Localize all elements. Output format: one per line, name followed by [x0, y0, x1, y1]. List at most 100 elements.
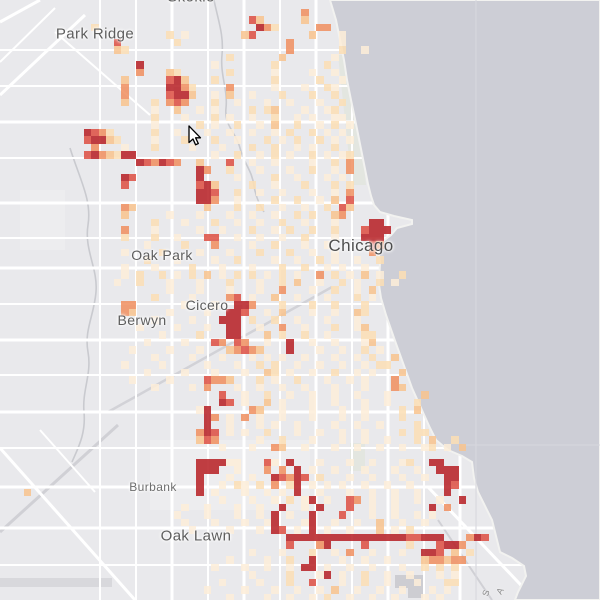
heat-cell [263, 398, 272, 407]
heat-cell [211, 196, 219, 204]
heat-cell [166, 346, 174, 354]
heat-cell [406, 533, 414, 542]
heat-cell [301, 203, 309, 212]
heat-cell [331, 308, 339, 317]
heat-cell [368, 511, 377, 519]
heat-cell [451, 466, 459, 474]
heat-cell [466, 548, 474, 557]
heat-cell [158, 331, 167, 339]
heat-cell [121, 203, 129, 212]
heat-cell [413, 436, 422, 444]
heat-cell [331, 271, 339, 279]
heat-cell [308, 526, 317, 534]
heat-cell [331, 443, 339, 452]
heat-cell [226, 473, 234, 482]
heat-cell [308, 151, 317, 159]
heat-cell [218, 443, 227, 452]
heat-cell [338, 151, 347, 159]
heat-cell [181, 83, 189, 92]
heat-cell [278, 233, 287, 242]
heat-cell [338, 278, 347, 287]
heat-cell [368, 338, 377, 347]
heat-cell [271, 143, 279, 152]
heat-cell [353, 286, 362, 294]
heat-cell [158, 248, 167, 257]
heat-cell [166, 278, 174, 287]
heat-cell [173, 271, 182, 279]
heat-cell [121, 143, 129, 152]
heat-cell [226, 316, 234, 324]
heat-cell [293, 428, 302, 437]
heat-cell [308, 398, 317, 407]
heat-cell [481, 533, 489, 542]
heat-cell [151, 316, 159, 324]
heat-cell [436, 563, 444, 572]
heat-cell [308, 413, 317, 422]
heat-cell [338, 76, 347, 84]
heat-cell [361, 46, 369, 54]
heat-cell [301, 323, 309, 332]
heat-cell [361, 308, 369, 317]
heat-cell [443, 586, 452, 594]
heat-cell [248, 143, 257, 152]
heat-cell [203, 361, 212, 369]
heat-cell [226, 68, 234, 77]
heat-cell [331, 301, 339, 309]
heat-cell [196, 458, 204, 467]
heat-cell [263, 556, 272, 564]
heat-cell [346, 136, 354, 144]
heat-cell [263, 428, 272, 437]
heat-cell [278, 91, 287, 99]
heat-cell [293, 196, 302, 204]
heat-cell [293, 211, 302, 219]
heat-cell [173, 98, 182, 107]
heat-cell [301, 503, 309, 512]
heat-cell [263, 391, 272, 399]
heat-cell [271, 181, 279, 189]
heat-cell [286, 38, 294, 47]
heat-cell [203, 323, 212, 332]
heat-cell [211, 428, 219, 437]
heat-cell [413, 533, 422, 542]
heat-cell [248, 406, 257, 414]
heat-cell [346, 166, 354, 174]
heat-cell [451, 563, 459, 572]
heat-cell [368, 226, 377, 234]
heat-cell [368, 353, 377, 362]
heat-cell [376, 346, 384, 354]
heat-cell [263, 563, 272, 572]
heat-cell [331, 91, 339, 99]
heat-cell [121, 308, 129, 317]
heat-cell [211, 151, 219, 159]
heat-cell [323, 106, 332, 114]
heat-cell [188, 526, 197, 534]
heat-cell [271, 76, 279, 84]
heat-cell [398, 563, 407, 572]
heat-cell [233, 481, 242, 489]
heat-cell [338, 413, 347, 422]
lake-michigan [328, 0, 600, 600]
heat-cell [248, 271, 257, 279]
heat-cell [271, 473, 279, 482]
heat-cell [248, 106, 257, 114]
heat-cell [241, 391, 249, 399]
heat-cell [263, 271, 272, 279]
heat-cell [406, 571, 414, 579]
heat-cell [301, 331, 309, 339]
heat-cell [173, 233, 182, 242]
heat-cell [128, 301, 137, 309]
heat-cell [361, 428, 369, 437]
heat-cell [173, 511, 182, 519]
heat-cell [383, 361, 392, 369]
heat-cell [316, 571, 324, 579]
heat-cell [286, 248, 294, 257]
heat-cell [263, 518, 272, 527]
heat-cell [271, 526, 279, 534]
heat-cell [353, 323, 362, 332]
heat-cell [271, 121, 279, 129]
heat-cell [181, 98, 189, 107]
heat-cell [203, 421, 212, 429]
heat-cell [346, 563, 354, 572]
heat-cell [256, 383, 264, 392]
